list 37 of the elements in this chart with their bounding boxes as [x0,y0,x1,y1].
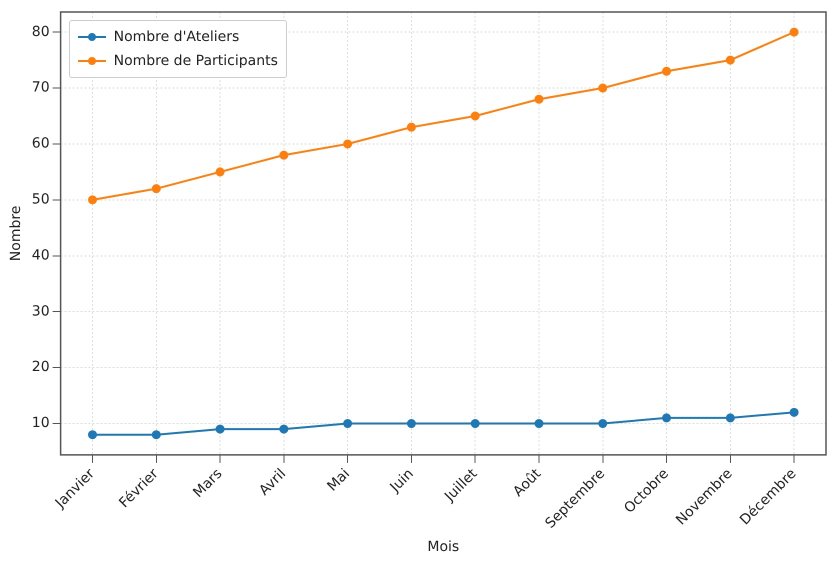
point [726,413,735,422]
point [534,419,544,428]
point [662,66,672,76]
point [406,122,416,132]
y-tick-label: 30 [32,303,50,320]
point [662,413,672,422]
y-tick-label: 50 [32,192,50,208]
y-tick-label: 20 [32,359,50,376]
x-axis-title: Mois [427,539,460,556]
point [534,94,544,104]
y-tick-label: 10 [32,415,50,432]
y-axis-title: Nombre [8,206,24,262]
point [470,111,480,120]
point [88,195,98,204]
legend-label: Nombre de Participants [114,53,278,69]
point [216,167,225,176]
y-tick-label: 80 [32,24,50,40]
point [343,139,352,148]
point [598,84,608,93]
legend-label: Nombre d'Ateliers [114,29,240,45]
point [152,184,161,194]
y-tick-label: 60 [32,136,50,152]
point [279,424,288,434]
point [726,56,735,65]
point [790,408,799,417]
point [152,430,161,440]
point [470,419,480,428]
x-tick-label: Mai [324,466,354,495]
point [790,28,799,37]
y-tick-label: 40 [32,247,50,264]
point [406,419,416,428]
point [279,150,288,160]
point [216,424,225,434]
point [88,430,98,440]
y-tick-label: 70 [32,80,50,96]
point [598,419,608,428]
point [343,419,352,428]
